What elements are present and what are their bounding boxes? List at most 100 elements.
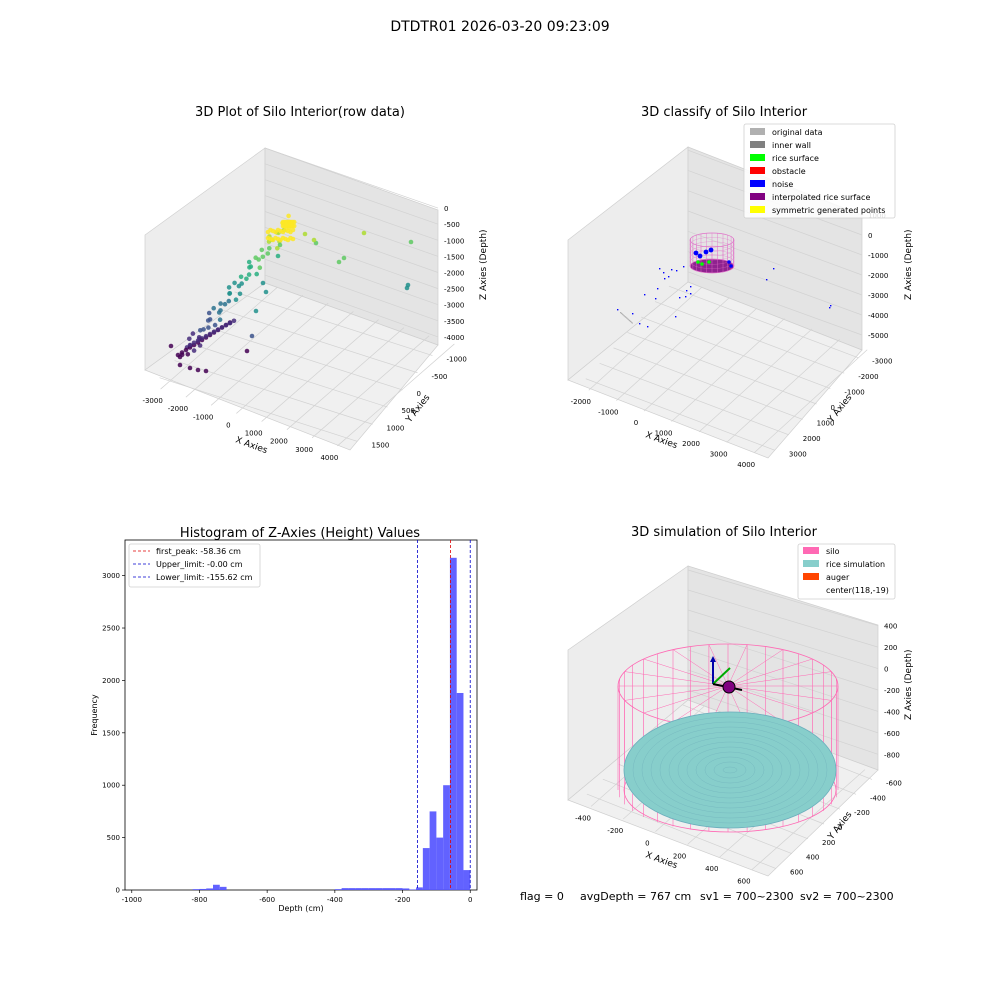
tick-label-y: 0 <box>831 404 835 412</box>
histogram-ylabel: Frequency <box>90 694 99 736</box>
rice-mesh-ring <box>641 721 819 819</box>
footer-avg-depth: avgDepth = 767 cm <box>580 890 691 903</box>
tick-label-x: -2000 <box>571 398 591 406</box>
tick-label-y: 3000 <box>789 450 807 458</box>
raw-data-point <box>175 352 181 358</box>
raw-data-point <box>191 348 197 353</box>
silo-top-spoke <box>727 671 832 687</box>
raw-data-point <box>187 336 192 342</box>
tick-label-z: -400 <box>884 708 900 716</box>
gridline-z <box>264 258 439 322</box>
raw-data-point <box>218 301 223 306</box>
tick-label-z: -500 <box>444 221 460 229</box>
noise-point <box>659 268 661 270</box>
raw-data-point <box>290 236 296 242</box>
classify3d-legend-frame <box>743 123 896 219</box>
raw-data-point <box>361 230 367 236</box>
tick-label-y: -500 <box>432 373 448 381</box>
tick-label-y: 1500 <box>102 729 120 737</box>
silo-top-spoke <box>727 685 832 701</box>
legend-label: inner wall <box>772 141 811 150</box>
silo-top-spoke <box>672 685 729 723</box>
histogram-bar <box>382 888 389 890</box>
tick-label-x: 600 <box>737 878 750 886</box>
classify3d-yticks: 3000 2000 1000 0 -1000 -2000 -3000 <box>789 358 892 459</box>
tick-label-x: -600 <box>259 896 275 904</box>
raw3d-title: 3D Plot of Silo Interior(row data) <box>195 105 405 120</box>
tick-label-x: 0 <box>634 419 638 427</box>
raw-data-point <box>265 251 271 256</box>
histogram-bar <box>348 888 356 890</box>
sim3d-legend-items: silo rice simulation auger center(118,-19) <box>803 547 889 595</box>
raw-data-point <box>246 259 252 265</box>
sim3d-axis-z-head <box>710 656 716 662</box>
legend-label: obstacle <box>772 167 806 176</box>
histogram-bar <box>402 888 410 890</box>
histogram-bar <box>449 557 457 890</box>
raw-data-point <box>207 331 213 337</box>
tick-label-x: 0 <box>468 896 472 904</box>
histogram-bar <box>192 889 200 890</box>
raw-data-point <box>219 325 225 330</box>
histogram-bar <box>409 889 417 890</box>
histogram-bar <box>389 888 396 890</box>
legend-label: auger <box>826 573 850 582</box>
figure-suptitle: DTDTR01 2026-03-20 09:23:09 <box>390 19 609 35</box>
tick-label-z: -2500 <box>444 286 464 294</box>
footer-flag: flag = 0 <box>520 890 564 903</box>
histogram-xlabel: Depth (cm) <box>278 904 323 913</box>
tick-label-z: -2000 <box>868 272 888 280</box>
gridline-z <box>687 609 879 669</box>
tick-label-x: -400 <box>327 896 343 904</box>
histogram-bar <box>355 888 362 890</box>
silo-top-spoke <box>727 685 813 714</box>
raw-data-point <box>238 274 244 280</box>
gridline-y <box>234 291 433 356</box>
silo-top-spoke <box>708 644 729 687</box>
gridline-z <box>687 271 863 336</box>
original-point <box>622 314 624 316</box>
cylinder-ring <box>689 245 735 261</box>
silo-top-spoke <box>624 671 729 687</box>
tick-label-y: 500 <box>107 834 120 842</box>
gridline-z <box>264 179 439 241</box>
tick-label-x: 1000 <box>655 430 673 438</box>
tick-label-x: 3000 <box>710 450 728 458</box>
gridline-x <box>671 318 785 422</box>
gridline-z <box>687 190 863 256</box>
legend-swatch <box>750 141 765 148</box>
legend-swatch <box>803 573 819 580</box>
raw-data-point <box>244 276 249 282</box>
noise-point <box>830 305 832 307</box>
tick-label-z: -600 <box>884 730 900 738</box>
raw-data-point <box>260 280 266 286</box>
gridline-x <box>210 303 329 406</box>
legend-label: Lower_limit: -155.62 cm <box>156 573 253 582</box>
cylinder-ring <box>689 254 735 269</box>
tick-label-x: 4000 <box>737 461 755 469</box>
rice-simulation-surface <box>623 711 837 829</box>
sim3d-legend: silo rice simulation auger center(118,-19) <box>797 543 896 600</box>
histogram-xticks: -1000 -800 -600 -400 -200 0 <box>122 890 472 904</box>
raw-data-point <box>259 247 265 253</box>
raw-data-point <box>211 329 217 335</box>
gridline-z <box>687 210 863 276</box>
rice-surface-point <box>696 260 700 264</box>
tick-label-x: -1000 <box>122 896 142 904</box>
tick-label-y: 600 <box>790 869 803 877</box>
raw-data-point <box>216 310 222 315</box>
silo-top-spoke <box>727 644 748 687</box>
histogram-bar <box>206 888 213 890</box>
raw-data-point <box>254 271 259 277</box>
gridline-x <box>311 335 430 439</box>
classify3d-title: 3D classify of Silo Interior <box>641 105 808 120</box>
legend-label: rice surface <box>772 154 819 163</box>
histogram-bar <box>422 848 430 890</box>
raw-data-point <box>231 318 237 324</box>
tick-label-y: 0 <box>838 824 842 832</box>
gridline-y <box>654 301 845 374</box>
tick-label-z: -4000 <box>444 334 464 342</box>
raw-data-point <box>341 255 347 261</box>
tick-label-z: -2000 <box>444 270 464 278</box>
